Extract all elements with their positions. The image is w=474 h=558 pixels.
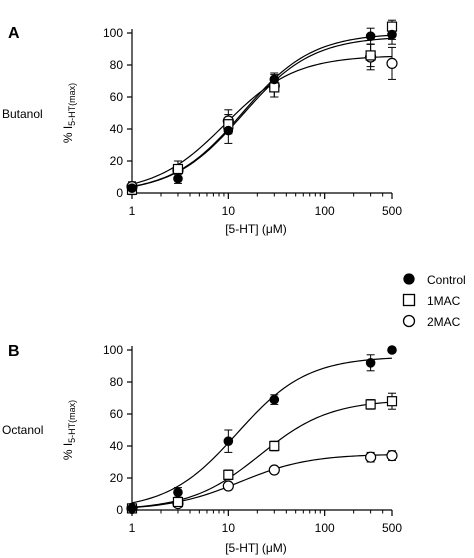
- data-point-2mac: [386, 57, 398, 70]
- data-point-1mac: [269, 440, 280, 452]
- x-tick-label: 10: [222, 521, 236, 535]
- data-point-1mac: [365, 50, 376, 61]
- data-point-1mac: [269, 82, 280, 93]
- x-tick-label: 500: [382, 521, 402, 535]
- data-point-2mac: [268, 464, 280, 476]
- fit-curve-2mac: [131, 454, 393, 509]
- data-point-1mac: [172, 496, 184, 508]
- panel-letter: A: [8, 25, 20, 42]
- x-axis-title: [5-HT] (μM): [225, 541, 287, 555]
- data-point-control: [173, 173, 183, 184]
- y-axis-title-subscript: 5-HT(max): [67, 83, 77, 126]
- x-tick-label: 100: [315, 521, 335, 535]
- fit-curve-control: [131, 37, 393, 188]
- y-tick-label: 80: [110, 375, 124, 389]
- y-tick-label: 100: [103, 26, 123, 40]
- panel-letter: B: [8, 343, 20, 360]
- data-point-control: [269, 74, 280, 85]
- row-label: Octanol: [2, 423, 43, 437]
- legend-label-2mac: 2MAC: [427, 315, 461, 329]
- data-point-2mac: [365, 451, 377, 463]
- x-tick-label: 1: [129, 204, 136, 218]
- fit-curve-1mac: [131, 34, 393, 188]
- panel-a: A Butanol 0 20 40 60 80 100 1 10 100 500 [5-HT] (μM)…: [2, 19, 402, 236]
- legend-marker-1mac: [402, 293, 416, 307]
- y-axis-title: % I5-HT(max): [61, 83, 77, 143]
- x-tick-label: 100: [315, 204, 335, 218]
- y-axis-title-subscript: 5-HT(max): [67, 400, 77, 443]
- y-tick-label: 0: [116, 503, 123, 517]
- y-tick-label: 60: [110, 90, 124, 104]
- data-point-control: [387, 345, 397, 355]
- y-tick-label: 80: [110, 58, 124, 72]
- y-tick-label: 100: [103, 343, 123, 357]
- x-tick-label: 500: [382, 204, 402, 218]
- data-point-1mac: [386, 396, 398, 407]
- y-axis-title-main: % I: [61, 126, 75, 143]
- data-point-1mac: [172, 163, 184, 175]
- x-axis-title: [5-HT] (μM): [225, 222, 287, 236]
- fit-curve-2mac: [131, 55, 393, 185]
- data-point-control: [387, 29, 397, 40]
- data-point-1mac: [365, 399, 376, 410]
- data-point-control: [365, 358, 376, 368]
- y-tick-label: 40: [110, 439, 124, 453]
- y-tick-label: 20: [110, 154, 124, 168]
- legend: Control 1MAC 2MAC: [402, 273, 466, 329]
- y-tick-label: 20: [110, 471, 124, 485]
- legend-label-1mac: 1MAC: [427, 294, 461, 308]
- data-point-1mac: [386, 21, 398, 32]
- data-point-control: [127, 503, 137, 514]
- data-point-control: [269, 394, 280, 405]
- fit-curve-1mac: [131, 401, 393, 508]
- y-tick-label: 0: [116, 186, 123, 200]
- x-tick-label: 1: [129, 521, 136, 535]
- data-point-control: [365, 31, 376, 42]
- y-tick-label: 60: [110, 407, 124, 421]
- x-tick-label: 10: [222, 204, 236, 218]
- data-point-control: [223, 125, 234, 136]
- y-axis-title: % I5-HT(max): [61, 400, 77, 460]
- y-axis-title-main: % I: [61, 443, 75, 460]
- legend-marker-control: [403, 273, 415, 285]
- data-point-control: [173, 487, 183, 498]
- data-point-control: [223, 436, 234, 447]
- y-tick-label: 40: [110, 122, 124, 136]
- fit-curve-control: [131, 357, 393, 504]
- row-label: Butanol: [2, 107, 43, 121]
- legend-marker-2mac: [402, 314, 416, 328]
- panel-b: B Octanol 0 20 40 60 80 100 1 10 100 500 [5-HT] (μM)…: [2, 343, 402, 555]
- data-point-control: [127, 183, 137, 193]
- data-point-1mac: [223, 469, 234, 480]
- data-point-2mac: [386, 450, 398, 462]
- data-point-2mac: [222, 480, 234, 492]
- legend-label-control: Control: [427, 273, 466, 287]
